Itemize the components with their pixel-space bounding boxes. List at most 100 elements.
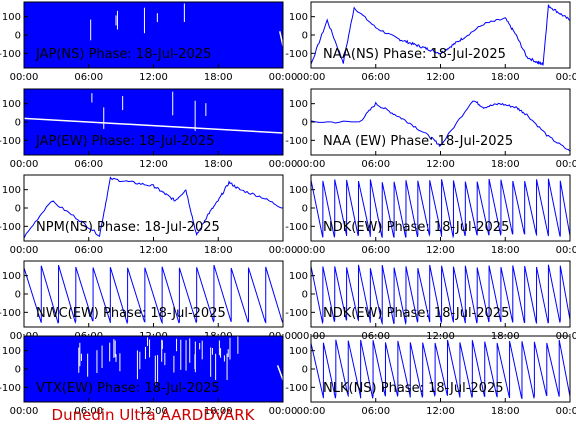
x-tick-label: 00:00 <box>269 406 298 417</box>
phase-trace-group <box>24 2 283 68</box>
y-tick-label: -100 <box>0 222 21 233</box>
phase-sawtooth-line <box>24 264 283 325</box>
y-tick-label: 100 <box>289 99 308 110</box>
y-tick-label: 100 <box>289 346 308 357</box>
x-tick-label: 06:00 <box>361 245 390 256</box>
panel-title: NAA(NS) Phase: 18-Jul-2025 <box>323 47 506 62</box>
phase-panel: 100 0 -100 00:00 06:00 12:00 18:00 00:00 VTX(EW)… <box>0 335 298 417</box>
y-tick-label: -100 <box>0 308 21 319</box>
y-tick-label: 0 <box>302 365 308 376</box>
phase-trace-group <box>24 336 283 402</box>
y-tick-label: 100 <box>2 271 21 282</box>
panel-title: NPM(NS) Phase: 18-Jul-2025 <box>36 220 220 235</box>
phase-sawtooth-line <box>311 264 570 326</box>
y-tick-label: -100 <box>0 383 21 394</box>
panel-title: NDK(EW) Phase: 18-Jul-2025 <box>323 306 509 321</box>
noise-edge <box>276 365 283 381</box>
x-tick-label: 00:00 <box>269 159 298 170</box>
x-tick-label: 12:00 <box>139 159 168 170</box>
y-tick-label: 0 <box>15 365 21 376</box>
y-tick-label: 100 <box>289 12 308 23</box>
x-tick-label: 06:00 <box>74 245 103 256</box>
x-tick-label: 06:00 <box>74 72 103 83</box>
noise-edge <box>279 31 283 47</box>
y-tick-label: 0 <box>15 204 21 215</box>
x-tick-label: 06:00 <box>74 159 103 170</box>
phase-panel: 100 0 -100 00:00 06:00 12:00 18:00 00:00 NLK(NS)… <box>285 335 576 417</box>
phase-panel: 100 0 -100 00:00 06:00 12:00 18:00 00:00 NDK(EW)… <box>285 174 576 256</box>
x-tick-label: 18:00 <box>491 245 520 256</box>
x-tick-label: 00:00 <box>10 72 39 83</box>
phase-noise-fill <box>24 2 283 68</box>
phase-trace-group <box>311 4 570 66</box>
x-tick-label: 18:00 <box>491 72 520 83</box>
phase-trace-group <box>311 100 570 152</box>
y-tick-label: 100 <box>2 99 21 110</box>
x-tick-label: 00:00 <box>297 72 326 83</box>
phase-trace-group <box>311 264 570 326</box>
x-tick-label: 00:00 <box>556 245 576 256</box>
phase-panel: 100 0 -100 00:00 06:00 12:00 18:00 00:00 JAP(EW)… <box>0 88 298 170</box>
y-tick-label: 100 <box>2 185 21 196</box>
y-tick-label: -100 <box>285 136 308 147</box>
x-tick-label: 00:00 <box>10 245 39 256</box>
panel-title: NWC(EW) Phase: 18-Jul-2025 <box>36 306 226 321</box>
y-tick-label: 100 <box>289 185 308 196</box>
x-tick-label: 06:00 <box>74 406 103 417</box>
y-tick-label: 0 <box>302 31 308 42</box>
x-tick-label: 12:00 <box>426 159 455 170</box>
panel-title: JAP(EW) Phase: 18-Jul-2025 <box>35 134 214 149</box>
y-tick-label: 0 <box>302 290 308 301</box>
phase-trace-group <box>311 339 570 400</box>
y-tick-label: -100 <box>0 49 21 60</box>
y-tick-label: 0 <box>302 118 308 129</box>
x-tick-label: 06:00 <box>361 406 390 417</box>
x-tick-label: 12:00 <box>139 245 168 256</box>
noise-edge <box>24 117 283 134</box>
y-tick-label: -100 <box>0 136 21 147</box>
x-tick-label: 00:00 <box>297 245 326 256</box>
x-tick-label: 00:00 <box>269 72 298 83</box>
x-tick-label: 12:00 <box>426 72 455 83</box>
x-tick-label: 00:00 <box>269 245 298 256</box>
x-tick-label: 00:00 <box>556 406 576 417</box>
phase-noise-fill <box>24 89 283 155</box>
y-tick-label: 0 <box>15 31 21 42</box>
x-tick-label: 18:00 <box>204 72 233 83</box>
x-tick-label: 12:00 <box>426 245 455 256</box>
x-tick-label: 06:00 <box>361 159 390 170</box>
phase-panel: 100 0 -100 00:00 06:00 12:00 18:00 00:00 JAP(NS)… <box>0 1 298 83</box>
y-tick-label: -100 <box>285 222 308 233</box>
phase-noise-fill <box>24 336 283 402</box>
y-tick-label: -100 <box>285 383 308 394</box>
phase-panel: 100 0 -100 00:00 06:00 12:00 18:00 00:00 NAA (EW… <box>285 88 576 170</box>
phase-trace-line <box>311 100 570 152</box>
panel-title: NLK(NS) Phase: 18-Jul-2025 <box>323 381 504 396</box>
x-tick-label: 00:00 <box>297 159 326 170</box>
x-tick-label: 00:00 <box>297 406 326 417</box>
phase-panel: 1000-10000:0006:0012:0018:0000:00NDK(EW)… <box>285 260 576 342</box>
x-tick-label: 18:00 <box>491 159 520 170</box>
y-tick-label: 0 <box>302 204 308 215</box>
panel-title: NDK(EW) Phase: 18-Jul-2025 <box>323 220 509 235</box>
y-tick-label: 100 <box>2 346 21 357</box>
x-tick-label: 12:00 <box>139 406 168 417</box>
x-tick-label: 18:00 <box>204 245 233 256</box>
y-tick-label: 100 <box>2 12 21 23</box>
phase-trace-line <box>24 176 283 239</box>
panel-title: JAP(NS) Phase: 18-Jul-2025 <box>35 47 211 62</box>
x-tick-label: 00:00 <box>556 159 576 170</box>
x-tick-label: 00:00 <box>10 406 39 417</box>
phase-sawtooth-line <box>311 339 570 400</box>
phase-panel: 1000-10000:0006:0012:0018:0000:00NWC(EW)… <box>0 260 297 342</box>
y-tick-label: -100 <box>285 308 308 319</box>
x-tick-label: 06:00 <box>361 72 390 83</box>
x-tick-label: 18:00 <box>204 159 233 170</box>
x-tick-label: 12:00 <box>426 406 455 417</box>
phase-panel: 100 0 -100 00:00 06:00 12:00 18:00 00:00 NAA(NS)… <box>285 1 576 83</box>
x-tick-label: 18:00 <box>491 406 520 417</box>
phase-panels: 100 0 -100 00:00 06:00 12:00 18:00 00:00 JAP(NS)… <box>0 1 576 417</box>
x-tick-label: 00:00 <box>556 72 576 83</box>
y-tick-label: 100 <box>289 271 308 282</box>
phase-trace-group <box>311 178 570 239</box>
